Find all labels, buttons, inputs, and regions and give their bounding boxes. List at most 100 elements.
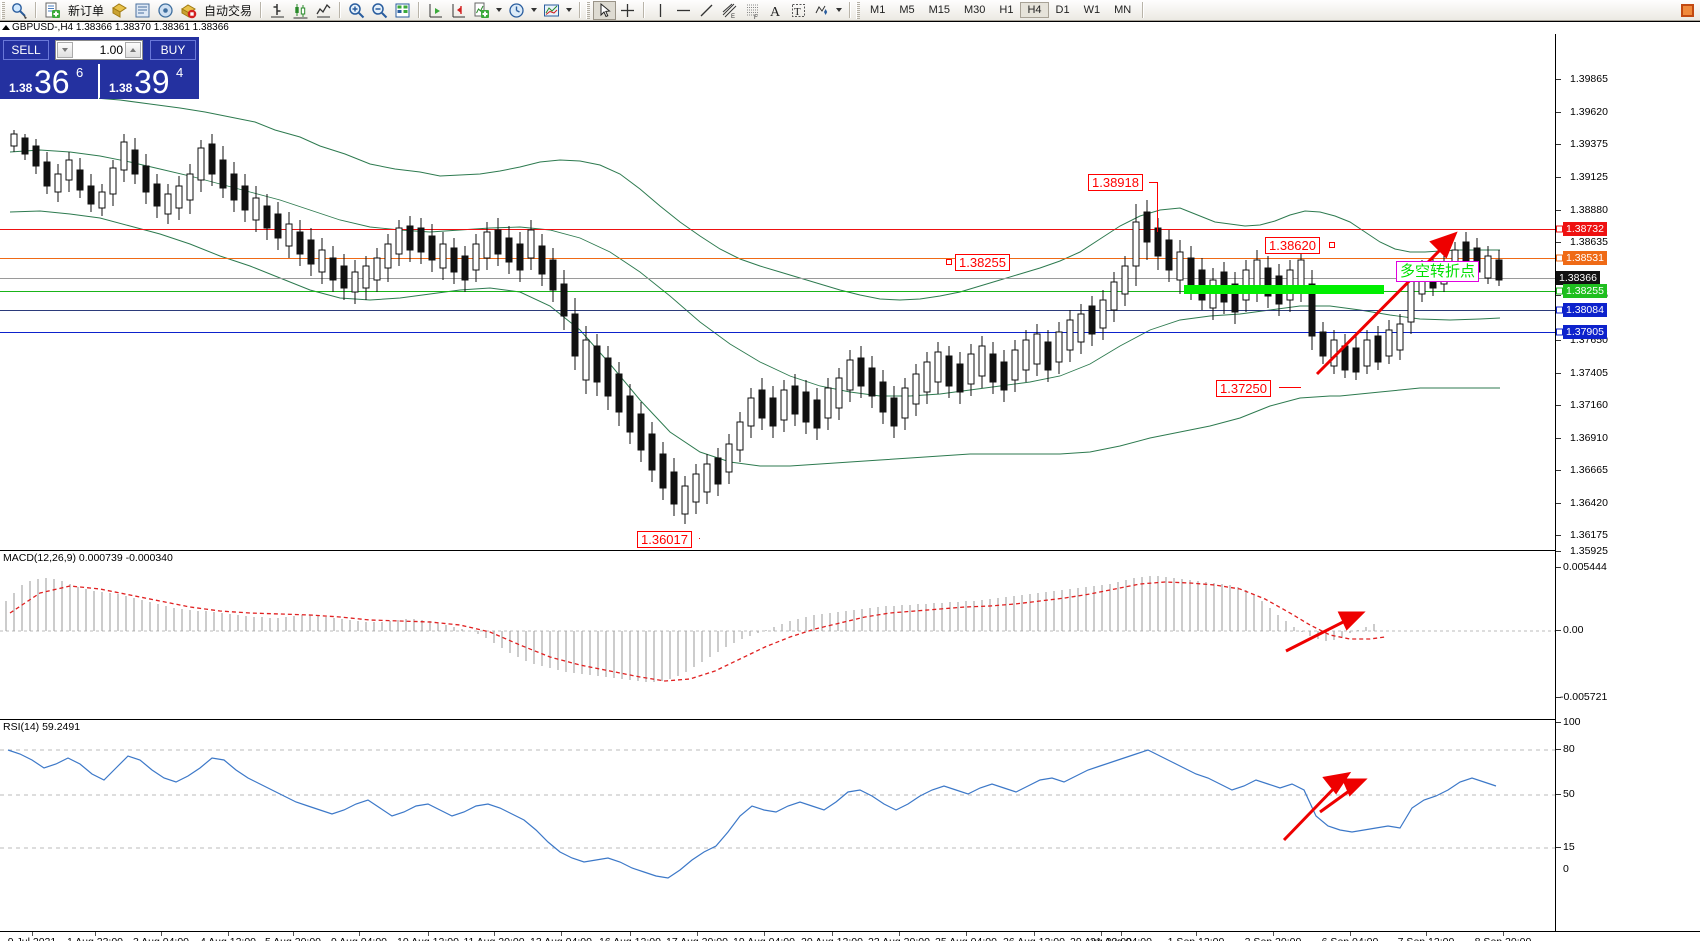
data-window-icon[interactable] (131, 1, 154, 20)
templates-icon[interactable] (540, 1, 563, 20)
price-tag-138255[interactable]: 1.38255 (1563, 284, 1607, 298)
cursor-magnifier-icon[interactable] (8, 1, 31, 20)
candlestick-chart-icon[interactable] (289, 1, 312, 20)
level-line-138732[interactable] (0, 229, 1555, 230)
price-tag-138531[interactable]: 1.38531 (1563, 251, 1607, 265)
macd-signal-line (9, 581, 1386, 682)
timeframe-h1[interactable]: H1 (999, 4, 1014, 16)
auto-scroll-icon[interactable] (424, 1, 447, 20)
price-tag-138366[interactable]: 1.38366 (1556, 271, 1600, 285)
macd-pane[interactable]: MACD(12,26,9) 0.000739 -0.000340 (0, 550, 1555, 718)
axis-tick (1556, 177, 1561, 178)
text-object-icon[interactable]: T (787, 1, 810, 20)
autotrading-label[interactable]: 自动交易 (204, 3, 253, 18)
price-tag-138732[interactable]: 1.38732 (1563, 222, 1607, 236)
timeframe-w1[interactable]: W1 (1083, 4, 1101, 16)
period-icon[interactable] (505, 1, 528, 20)
level-line-138084[interactable] (0, 310, 1555, 311)
shapes-icon[interactable] (810, 1, 833, 20)
volume-increase-chevron-up-icon[interactable] (125, 42, 141, 58)
chart-area[interactable]: GBPUSD-,H4 1.38366 1.38370 1.38361 1.383… (0, 21, 1700, 941)
callout-line-137250 (1279, 387, 1301, 388)
indicators-chevron-down-icon[interactable] (496, 8, 503, 12)
callout-137250[interactable]: 1.37250 (1216, 380, 1271, 397)
pointer-icon[interactable] (593, 0, 617, 20)
expert-advisor-icon[interactable] (108, 1, 131, 20)
zoom-in-icon[interactable] (345, 1, 368, 20)
timeframe-mn[interactable]: MN (1114, 4, 1132, 16)
toolbar-grip[interactable] (1, 1, 5, 19)
shapes-chevron-down-icon[interactable] (836, 8, 843, 12)
timeframe-d1[interactable]: D1 (1055, 4, 1070, 16)
timeframe-m30[interactable]: M30 (964, 4, 986, 16)
sell-button[interactable]: SELL (3, 40, 49, 60)
time-label: 17 Aug 20:00 (666, 936, 728, 941)
axis-label-139620: 1.39620 (1570, 106, 1608, 118)
rsi-line (7, 749, 1497, 879)
axis-tick (1556, 405, 1561, 406)
support-zone-band[interactable] (1184, 285, 1384, 294)
level-line-138255[interactable] (0, 291, 1555, 292)
rsi-pane[interactable]: RSI(14) 59.2491 (0, 719, 1555, 931)
bar-chart-icon[interactable] (266, 1, 289, 20)
callout-136017[interactable]: 1.36017 (637, 531, 692, 548)
axis-label-135925: 1.35925 (1570, 545, 1608, 557)
navigator-icon[interactable] (154, 1, 177, 20)
vertical-line-icon[interactable] (649, 1, 672, 20)
price-axis[interactable]: 1.39865 1.39620 1.39375 1.39125 1.38880 … (1555, 34, 1700, 931)
callout-138620[interactable]: 1.38620 (1265, 237, 1320, 254)
fibonacci-icon[interactable]: F (741, 1, 764, 20)
period-chevron-down-icon[interactable] (531, 8, 538, 12)
rsi-axis-15: 15 (1563, 841, 1575, 853)
axis-tick (1556, 697, 1561, 698)
time-label: 7 Sep 12:00 (1398, 936, 1455, 941)
axis-tick (1556, 112, 1561, 113)
toolbar-grip-2[interactable] (586, 1, 591, 19)
buy-price-box[interactable]: 1.38 39 4 (100, 64, 199, 100)
callout-anchor-138620[interactable] (1329, 242, 1335, 248)
chart-shift-icon[interactable] (391, 1, 414, 20)
level-line-137905[interactable] (0, 332, 1555, 333)
volume-value[interactable]: 1.00 (99, 43, 123, 57)
toolbar-separator-4 (418, 2, 421, 18)
time-axis[interactable]: 9 Jul 2021 1 Aug 23:00 3 Aug 04:00 4 Aug… (0, 931, 1700, 941)
symbol-collapse-icon[interactable] (2, 25, 10, 30)
volume-input-group[interactable]: 1.00 (55, 40, 143, 60)
horizontal-line-icon[interactable] (672, 1, 695, 20)
time-label: 1 Sep 12:00 (1168, 936, 1225, 941)
timeframe-h4[interactable]: H4 (1020, 2, 1049, 18)
callout-anchor-138255[interactable] (946, 259, 952, 265)
timeframe-m15[interactable]: M15 (928, 4, 950, 16)
level-line-138531[interactable] (0, 258, 1555, 259)
volume-decrease-chevron-down-icon[interactable] (57, 42, 73, 58)
text-label-icon[interactable]: A (764, 1, 787, 20)
timeframe-m5[interactable]: M5 (899, 4, 915, 16)
level-line-138366[interactable] (0, 278, 1555, 279)
one-click-trading-panel[interactable]: SELL 1.00 BUY 1.38 36 6 1.38 39 4 (0, 37, 199, 100)
buy-button[interactable]: BUY (150, 40, 196, 60)
time-label: 1 Aug 23:00 (67, 936, 123, 941)
toolbar-grip-3[interactable] (856, 1, 861, 19)
new-order-label[interactable]: 新订单 (68, 3, 105, 18)
templates-chevron-down-icon[interactable] (566, 8, 573, 12)
window-control-icon[interactable] (1677, 1, 1698, 20)
zoom-out-icon[interactable] (368, 1, 391, 20)
new-order-icon[interactable] (41, 1, 64, 20)
price-tag-137905[interactable]: 1.37905 (1563, 325, 1607, 339)
price-tag-138084[interactable]: 1.38084 (1563, 303, 1607, 317)
equidistant-channel-icon[interactable]: E (718, 1, 741, 20)
callout-138255[interactable]: 1.38255 (955, 254, 1010, 271)
chart-shift-end-icon[interactable] (447, 1, 470, 20)
time-label: 25 Aug 04:00 (935, 936, 997, 941)
pivot-annotation-label[interactable]: 多空转折点 (1396, 261, 1480, 282)
axis-label-136665: 1.36665 (1570, 464, 1608, 476)
price-pane[interactable]: 1.38918 1.38620 1.38255 1.37250 1.36017 … (0, 34, 1555, 548)
timeframe-m1[interactable]: M1 (870, 4, 886, 16)
indicators-icon[interactable] (470, 1, 493, 20)
line-chart-icon[interactable] (312, 1, 335, 20)
sell-price-box[interactable]: 1.38 36 6 (0, 64, 99, 100)
callout-138918[interactable]: 1.38918 (1088, 174, 1143, 191)
trendline-icon[interactable] (695, 1, 718, 20)
crosshair-icon[interactable] (616, 1, 639, 20)
autotrading-icon[interactable] (177, 1, 200, 20)
